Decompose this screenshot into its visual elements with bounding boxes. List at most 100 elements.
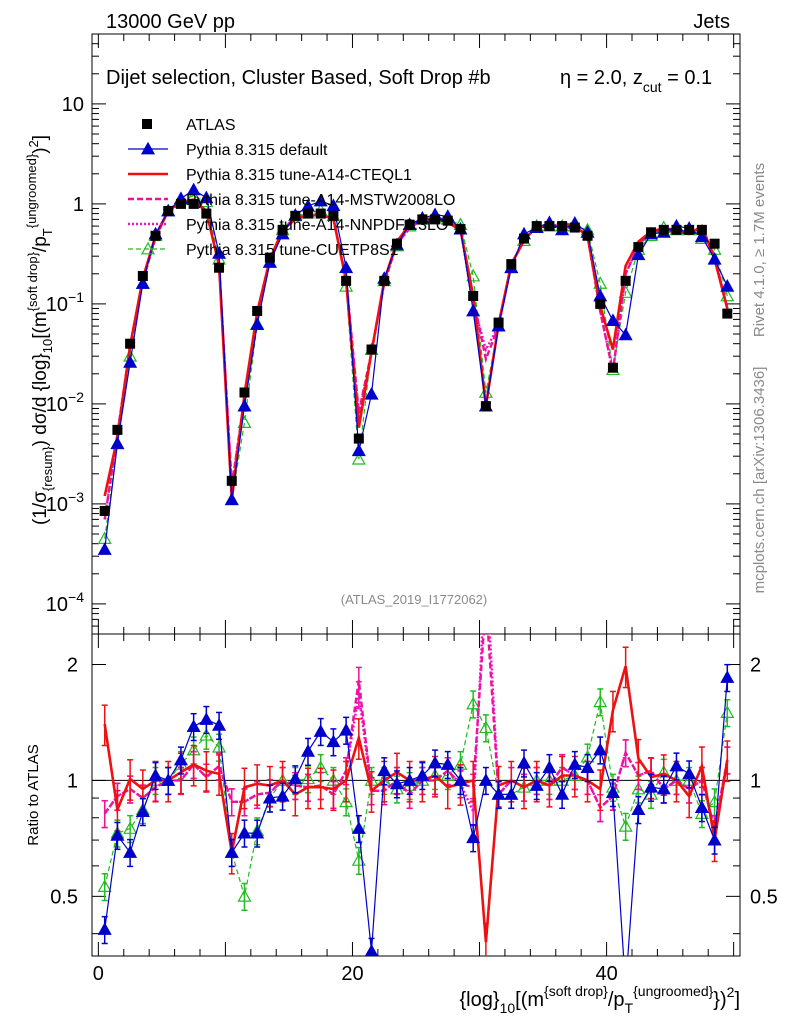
data-point (150, 230, 161, 241)
data-point (646, 227, 657, 238)
data-point (607, 362, 618, 373)
data-point (315, 208, 326, 219)
ratio-marker-default (326, 734, 341, 748)
data-point (125, 338, 136, 349)
data-point (353, 433, 364, 444)
main-y-tick-label: 10−3 (46, 489, 84, 516)
main-marker-default (199, 190, 214, 204)
ratio-series-default (97, 663, 735, 956)
data-point (620, 275, 631, 286)
x-tick-label: 20 (341, 963, 363, 985)
data-point (252, 305, 263, 316)
ratio-marker-default (377, 763, 392, 777)
jets-label: Jets (693, 11, 730, 33)
legend-marker-default (140, 141, 156, 155)
legend-marker-cuetp8s1 (140, 241, 156, 255)
main-y-tick-label: 1 (73, 194, 84, 216)
data-point (404, 219, 415, 230)
ratio-axes: 0 20 40 0.5 0.5 1 1 2 2 (50, 634, 778, 985)
ratio-marker-default (212, 718, 227, 731)
main-marker-default (694, 229, 709, 243)
data-point (214, 262, 225, 273)
ratio-marker-default (440, 757, 455, 770)
ratio-marker-default (478, 773, 493, 786)
data-point (493, 317, 504, 328)
ratio-marker-default (288, 771, 303, 785)
ratio-marker-cuetp8s1 (593, 694, 608, 708)
analysis-tag: (ATLAS_2019_I1772062) (341, 592, 487, 607)
data-point (277, 224, 288, 235)
ratio-marker-default (644, 780, 659, 793)
main-y-tick-label: 10 (62, 94, 84, 116)
legend-label-mstw: Pythia 8.315 tune-A14-MSTW2008LO (186, 192, 455, 209)
main-marker-default (237, 398, 252, 412)
data-point (709, 238, 720, 249)
ratio-marker-cuetp8s1 (199, 728, 214, 741)
data-point (303, 208, 313, 219)
data-point (188, 198, 199, 209)
main-marker-default (339, 260, 354, 274)
ratio-marker-default (173, 752, 188, 766)
x-tick-label: 0 (93, 963, 104, 985)
legend-label-cuetp8s1: Pythia 8.315 tune-CUETP8S1 (186, 242, 399, 259)
main-marker-default (313, 193, 328, 207)
ratio-marker-default (491, 787, 506, 800)
data-point (239, 387, 250, 398)
data-point (163, 205, 174, 216)
data-point (201, 208, 212, 219)
ratio-plot-frame (91, 633, 741, 957)
ratio-marker-default (237, 825, 252, 839)
data-point (595, 298, 606, 309)
legend-label-default: Pythia 8.315 default (186, 142, 328, 159)
ratio-marker-default (250, 825, 265, 839)
main-y-axis-label: (1/σ{resum}) dσ/d {log}10[(m{soft drop}/… (24, 135, 55, 525)
ratio-marker-default (135, 804, 150, 817)
data-point (671, 224, 682, 235)
ratio-marker-default (555, 787, 570, 800)
rivet-version-label: Rivet 4.1.0, ≥ 1.7M events (751, 163, 768, 337)
ratio-marker-cuetp8s1 (123, 821, 138, 834)
data-point (379, 275, 390, 286)
main-marker-default (186, 182, 201, 196)
main-series-group (97, 182, 735, 555)
ratio-line-cuetp8s1 (104, 701, 728, 897)
main-marker-default (707, 251, 722, 265)
main-series-data (99, 198, 733, 516)
energy-label: 13000 GeV pp (106, 11, 235, 33)
data-point (175, 198, 186, 209)
ratio-marker-default (313, 724, 328, 737)
legend-label-cteql1: Pythia 8.315 tune-A14-CTEQL1 (186, 167, 412, 184)
main-marker-default (123, 355, 138, 368)
data-point (137, 271, 148, 282)
ratio-y-tick-label: 2 (67, 654, 78, 676)
main-marker-default (720, 279, 735, 292)
ratio-marker-default (605, 785, 620, 798)
ratio-marker-cuetp8s1 (478, 720, 493, 734)
ratio-marker-default (682, 766, 697, 780)
ratio-marker-default (580, 760, 595, 773)
data-point (569, 222, 580, 233)
ratio-marker-cuetp8s1 (97, 879, 112, 893)
ratio-line-cteql1 (103, 665, 729, 943)
data-point (455, 224, 466, 235)
ratio-marker-default (567, 757, 582, 770)
ratio-marker-default (504, 787, 519, 800)
ratio-marker-default (542, 760, 557, 773)
legend: ATLAS Pythia 8.315 default Pythia 8.315 tu… (128, 117, 455, 259)
main-y-tick-label: 10−1 (46, 289, 84, 316)
main-marker-cuetp8s1 (351, 451, 366, 465)
data-point (696, 224, 707, 235)
data-point (506, 259, 517, 270)
ratio-marker-default (186, 719, 201, 732)
data-point (531, 221, 542, 232)
main-marker-default (110, 436, 125, 450)
ratio-y-tick-label: 1 (67, 770, 78, 792)
data-point (290, 210, 301, 221)
ratio-marker-default (669, 758, 684, 772)
main-marker-default (250, 317, 265, 331)
data-point (468, 290, 479, 301)
data-point (391, 238, 402, 249)
x-axis-label: {log}10[(m{soft drop}/pT{ungroomed}})2] (460, 983, 741, 1016)
main-marker-default (212, 246, 227, 259)
